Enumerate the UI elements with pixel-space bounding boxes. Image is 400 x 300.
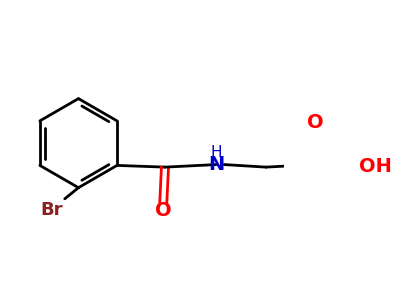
Text: O: O <box>155 201 172 220</box>
Text: Br: Br <box>41 201 63 219</box>
Text: H: H <box>211 145 222 160</box>
Text: OH: OH <box>358 157 391 176</box>
Text: N: N <box>208 155 224 174</box>
Text: O: O <box>307 113 324 132</box>
